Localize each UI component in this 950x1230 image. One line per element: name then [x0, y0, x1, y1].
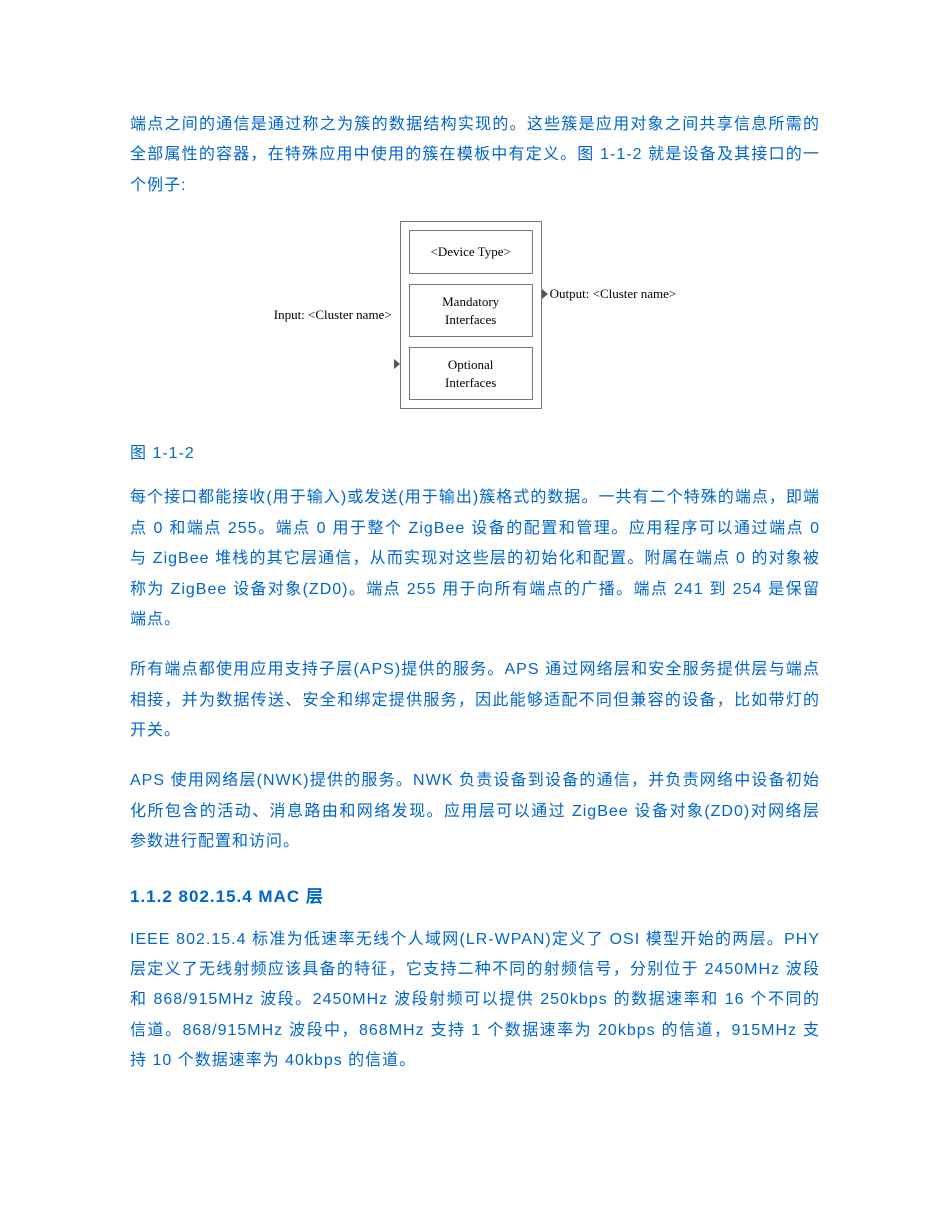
diagram-output-label: Output: <Cluster name>	[550, 286, 677, 302]
diagram-box-optional-label: Optional Interfaces	[414, 356, 528, 391]
paragraph-endpoint: 每个接口都能接收(用于输入)或发送(用于输出)簇格式的数据。一共有二个特殊的端点…	[130, 483, 820, 635]
paragraph-aps: 所有端点都使用应用支持子层(APS)提供的服务。APS 通过网络层和安全服务提供…	[130, 655, 820, 746]
diagram-box-device-type: <Device Type>	[409, 230, 533, 274]
device-interface-diagram: Input: <Cluster name> <Device Type> Mand…	[130, 221, 820, 409]
paragraph-mac: IEEE 802.15.4 标准为低速率无线个人域网(LR-WPAN)定义了 O…	[130, 925, 820, 1077]
heading-1-1-2: 1.1.2 802.15.4 MAC 层	[130, 882, 820, 907]
diagram-box-mandatory-label: Mandatory Interfaces	[414, 293, 528, 328]
paragraph-nwk: APS 使用网络层(NWK)提供的服务。NWK 负责设备到设备的通信，并负责网络…	[130, 766, 820, 857]
diagram-box-optional: Optional Interfaces	[409, 347, 533, 400]
diagram-box-device-type-label: <Device Type>	[414, 243, 528, 261]
diagram-outer-box: <Device Type> Mandatory Interfaces Optio…	[400, 221, 542, 409]
diagram-input-label: Input: <Cluster name>	[274, 307, 392, 323]
figure-label: 图 1-1-2	[130, 439, 820, 463]
connector-right-icon	[542, 289, 548, 299]
diagram-box-mandatory: Mandatory Interfaces	[409, 284, 533, 337]
paragraph-intro: 端点之间的通信是通过称之为簇的数据结构实现的。这些簇是应用对象之间共享信息所需的…	[130, 110, 820, 201]
diagram-row: Input: <Cluster name> <Device Type> Mand…	[274, 221, 677, 409]
